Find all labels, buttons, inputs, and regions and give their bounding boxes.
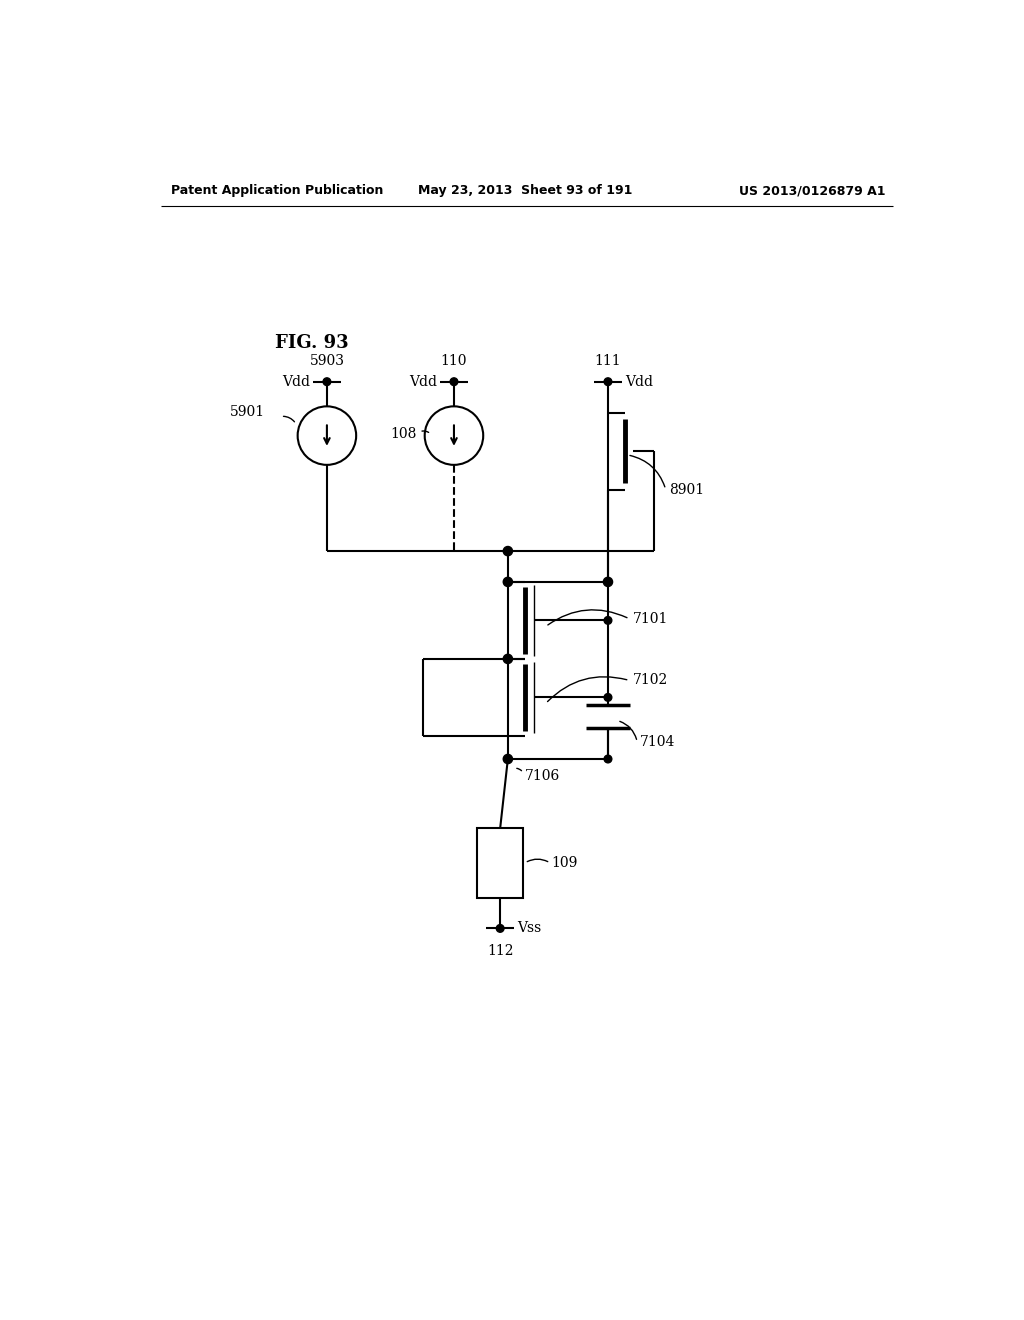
Circle shape — [503, 655, 512, 664]
Text: Vdd: Vdd — [282, 375, 310, 388]
Text: 112: 112 — [486, 944, 513, 958]
Text: Patent Application Publication: Patent Application Publication — [171, 185, 383, 197]
Circle shape — [604, 755, 611, 763]
Text: 5901: 5901 — [230, 405, 265, 420]
Text: 7101: 7101 — [633, 612, 668, 626]
Circle shape — [604, 378, 611, 385]
Text: Vss: Vss — [517, 921, 542, 936]
Circle shape — [503, 546, 512, 556]
Text: 7104: 7104 — [640, 735, 676, 748]
Circle shape — [323, 378, 331, 385]
Circle shape — [604, 693, 611, 701]
Text: FIG. 93: FIG. 93 — [275, 334, 349, 352]
Text: 8901: 8901 — [670, 483, 705, 496]
Text: 7102: 7102 — [633, 673, 668, 688]
Text: Vdd: Vdd — [409, 375, 437, 388]
Text: 7106: 7106 — [524, 770, 560, 783]
Text: US 2013/0126879 A1: US 2013/0126879 A1 — [738, 185, 885, 197]
Text: May 23, 2013  Sheet 93 of 191: May 23, 2013 Sheet 93 of 191 — [418, 185, 632, 197]
Text: 5903: 5903 — [309, 354, 344, 368]
Circle shape — [451, 378, 458, 385]
Text: 110: 110 — [440, 354, 467, 368]
Text: 111: 111 — [595, 354, 622, 368]
Circle shape — [604, 616, 611, 624]
Circle shape — [503, 577, 512, 586]
Circle shape — [497, 924, 504, 932]
Text: 108: 108 — [390, 428, 417, 441]
Text: 109: 109 — [552, 855, 579, 870]
Circle shape — [503, 755, 512, 763]
Text: Vdd: Vdd — [625, 375, 653, 388]
Bar — [477, 829, 523, 898]
Circle shape — [603, 577, 612, 586]
